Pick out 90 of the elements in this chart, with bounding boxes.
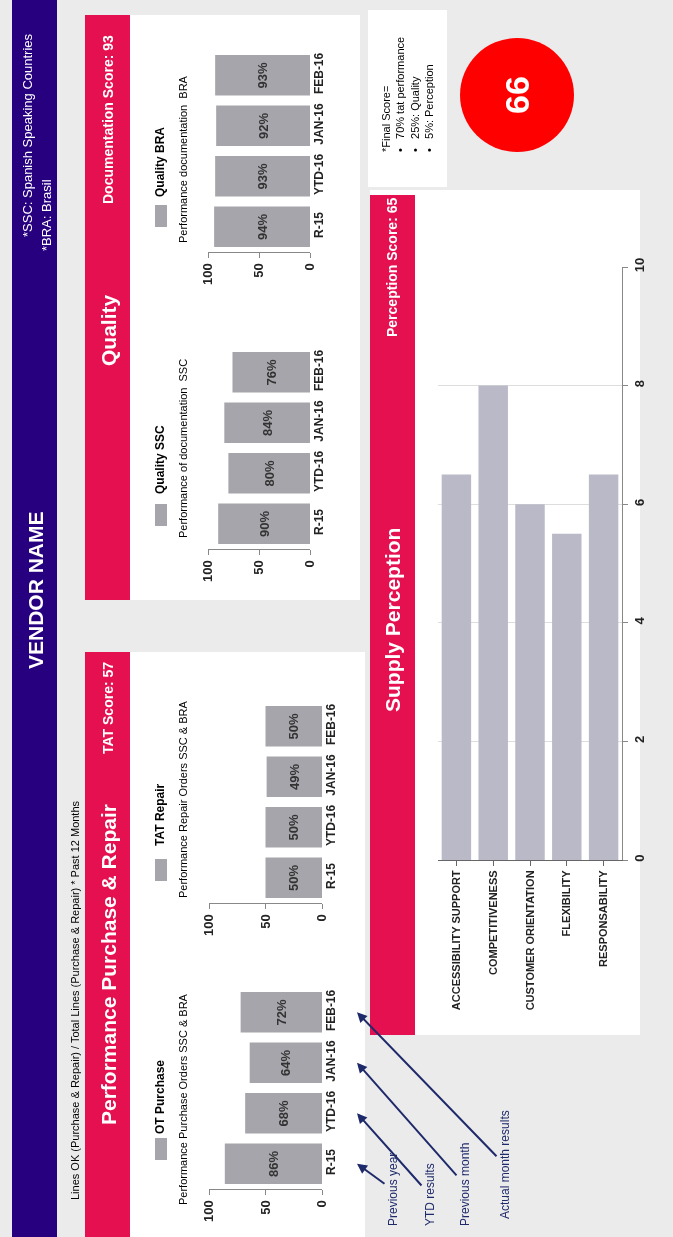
bar [224, 1143, 322, 1184]
text: Quality [97, 294, 120, 366]
data-label: 93% [255, 62, 271, 89]
x-tick-label: 100 [200, 263, 216, 285]
bar [224, 402, 310, 443]
data-label: 86% [265, 1150, 281, 1177]
text: Performance Purchase Orders SSC & BRA [177, 993, 189, 1205]
x-tick-label: 50 [251, 263, 267, 278]
data-label: 68% [276, 1100, 292, 1127]
y-tick-label: YTD-16 [324, 804, 338, 847]
y-tick-label: 2 [631, 735, 647, 744]
text: TAT Score: 57 [100, 661, 116, 754]
y-tick-label: 8 [631, 380, 647, 388]
bar [240, 992, 322, 1033]
x-tick-label: 100 [201, 914, 217, 936]
data-label: 93% [255, 163, 271, 190]
y-tick-label: R-15 [312, 211, 326, 238]
x-tick-label: 0 [302, 560, 318, 568]
y-tick-label: YTD-16 [324, 1090, 338, 1133]
x-tick-label: 0 [302, 263, 318, 271]
data-label: 90% [256, 510, 272, 537]
data-label: 50% [286, 864, 302, 891]
bar [245, 1093, 322, 1134]
bar [441, 474, 472, 860]
data-label: 49% [286, 763, 302, 790]
y-tick-label: 0 [631, 854, 647, 862]
x-tick-label: RESPONSABILITY [597, 869, 610, 967]
y-tick-label: FEB-16 [312, 349, 326, 392]
chart-subtitle: Perception Score: 65 [384, 197, 400, 337]
data-label: 50% [286, 814, 302, 841]
y-tick-label: 6 [631, 498, 647, 506]
x-tick-label: FLEXIBILITY [560, 869, 573, 937]
y-tick-label: 4 [631, 616, 647, 625]
x-tick-label: CUSTOMER ORIENTATION [523, 870, 536, 1011]
x-tick-label: 100 [200, 560, 216, 582]
text: 66 [498, 76, 536, 114]
text: Quality SSC [153, 424, 167, 494]
y-tick-label: R-15 [312, 508, 326, 535]
text: Performance Purchase & Repair [97, 804, 120, 1125]
bar [515, 504, 545, 860]
y-tick-label: JAN-16 [312, 399, 326, 442]
y-tick-label: 10 [631, 257, 647, 273]
y-tick-label: JAN-16 [324, 753, 338, 796]
text: TAT Repair [153, 783, 167, 846]
x-tick-label: 50 [251, 560, 267, 575]
y-tick-label: FEB-16 [324, 703, 338, 746]
text: *BRA: Brasil [39, 179, 54, 251]
text: OT Purchase [153, 1059, 167, 1134]
bar [478, 385, 508, 860]
bar [588, 474, 619, 860]
data-label: 64% [278, 1049, 294, 1076]
data-label: 92% [255, 112, 271, 139]
text: Lines OK (Purchase & Repair) / Total Lines (Purchase & Repair) * Past 12 Months [69, 800, 81, 1200]
bar [552, 533, 582, 860]
text: *Final Score= • 70% tat performance • 25%: Quality • 5%: Perception [380, 36, 435, 152]
x-tick-label: 100 [201, 1200, 217, 1222]
x-tick-label: ACCESSIBILITY SUPPORT [449, 870, 462, 1011]
y-tick-label: YTD-16 [312, 153, 326, 196]
text: Documentation Score: 93 [100, 34, 116, 204]
text: Previous year [386, 1152, 400, 1226]
y-tick-label: R-15 [324, 862, 338, 889]
bar [218, 503, 310, 544]
text: Previous month [458, 1142, 472, 1226]
data-label: 84% [259, 409, 275, 436]
y-tick-label: JAN-16 [312, 102, 326, 145]
text: *SSC: Spanish Speaking Countries [20, 33, 35, 237]
text: VENDOR NAME [24, 511, 47, 669]
y-tick-label: FEB-16 [324, 989, 338, 1032]
text: YTD results [423, 1163, 437, 1226]
bar [228, 453, 310, 494]
y-tick-label: YTD-16 [312, 450, 326, 493]
data-label: 80% [261, 460, 277, 487]
data-label: 72% [273, 999, 289, 1026]
data-label: 94% [254, 213, 270, 240]
text: Performance of documentation SSC [177, 358, 189, 538]
data-label: 76% [263, 359, 279, 386]
data-label: 50% [286, 713, 302, 740]
bar [232, 352, 310, 393]
text: Performance documentation BRA [177, 75, 189, 243]
text: Quality BRA [153, 126, 167, 197]
text: Actual month results [498, 1110, 512, 1219]
text: Supply Perception [381, 527, 404, 712]
text: Performance Repair Orders SSC & BRA [177, 700, 189, 898]
y-tick-label: R-15 [324, 1148, 338, 1175]
y-tick-label: JAN-16 [324, 1039, 338, 1082]
bar [249, 1042, 322, 1083]
x-tick-label: 50 [257, 1200, 273, 1215]
x-tick-label: COMPETITIVENESS [486, 870, 499, 975]
x-tick-label: 50 [257, 914, 273, 929]
y-tick-label: FEB-16 [312, 52, 326, 95]
